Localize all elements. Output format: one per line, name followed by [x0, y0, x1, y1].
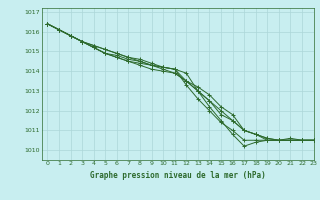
X-axis label: Graphe pression niveau de la mer (hPa): Graphe pression niveau de la mer (hPa)	[90, 171, 266, 180]
